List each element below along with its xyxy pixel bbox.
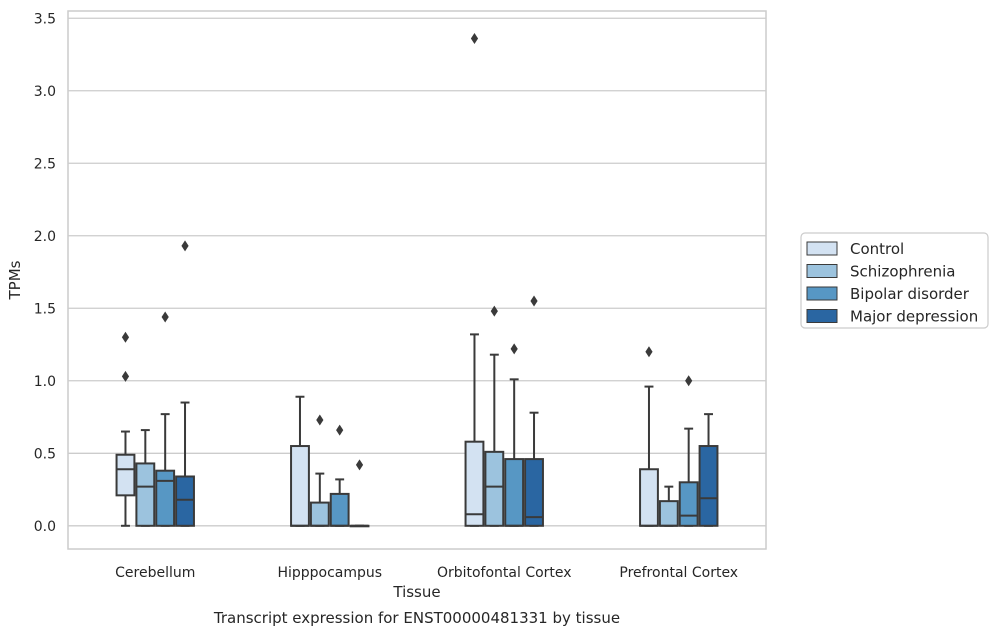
box-major-depression xyxy=(175,240,195,527)
box xyxy=(290,445,310,527)
box xyxy=(524,458,544,527)
legend-label: Control xyxy=(850,240,904,258)
box xyxy=(155,469,176,527)
outlier-point xyxy=(530,295,538,307)
box xyxy=(678,481,699,527)
box-groups xyxy=(115,33,719,528)
outlier-point xyxy=(510,343,518,355)
box-bipolar-disorder xyxy=(678,375,699,527)
box-major-depression xyxy=(349,459,370,528)
y-tick-label: 0.5 xyxy=(34,446,56,462)
box-major-depression xyxy=(524,295,544,527)
x-axis-label: Tissue xyxy=(392,583,440,601)
y-tick-label: 1.0 xyxy=(34,374,56,390)
y-tick-label: 1.5 xyxy=(34,301,56,317)
outlier-point xyxy=(181,240,189,252)
x-tick-label: Cerebellum xyxy=(115,565,195,581)
box xyxy=(698,445,719,527)
box-schizophrenia xyxy=(658,485,679,527)
box-schizophrenia xyxy=(309,414,330,527)
box-bipolar-disorder xyxy=(155,311,176,527)
outlier-point xyxy=(645,346,653,358)
y-tick-label: 2.5 xyxy=(34,156,56,172)
box-bipolar-disorder xyxy=(329,424,350,527)
plot-frame xyxy=(67,10,767,550)
outlier-point xyxy=(121,370,130,382)
legend-label: Schizophrenia xyxy=(850,263,955,281)
legend-label: Bipolar disorder xyxy=(850,285,970,303)
x-tick-label: Orbitofontal Cortex xyxy=(437,565,572,581)
y-axis-ticks: 0.0 0.5 1.0 1.5 2.0 2.5 3.0 3.5 xyxy=(34,11,56,535)
outlier-point xyxy=(161,311,169,323)
box xyxy=(135,462,156,527)
box xyxy=(639,468,659,527)
legend-label: Major depression xyxy=(850,308,978,326)
box xyxy=(504,458,525,527)
x-axis-ticks: Cerebellum Hipppocampus Orbitofontal Corte… xyxy=(115,565,738,581)
box xyxy=(115,453,136,497)
legend-swatch xyxy=(806,264,838,278)
box-control xyxy=(115,331,136,527)
grid-lines xyxy=(68,17,766,527)
y-tick-label: 2.0 xyxy=(34,229,56,245)
outlier-point xyxy=(121,331,130,343)
y-tick-label: 3.5 xyxy=(34,11,56,27)
box-major-depression xyxy=(698,413,719,527)
legend-swatch xyxy=(806,309,838,323)
outlier-point xyxy=(685,375,693,387)
outlier-point xyxy=(316,414,324,426)
box-bipolar-disorder xyxy=(504,343,525,527)
legend-swatch xyxy=(806,241,838,256)
outlier-point xyxy=(490,305,498,317)
x-tick-label: Hipppocampus xyxy=(277,565,382,581)
box xyxy=(658,500,679,527)
box-schizophrenia xyxy=(484,305,505,527)
outlier-point xyxy=(355,459,364,471)
legend: Control Schizophrenia Bipolar disorder Majo… xyxy=(800,232,989,329)
x-tick-label: Prefrontal Cortex xyxy=(619,565,738,581)
box-control xyxy=(290,395,310,527)
box xyxy=(329,492,350,527)
chart-caption: Transcript expression for ENST0000048133… xyxy=(213,609,620,627)
box xyxy=(175,475,195,527)
box-schizophrenia xyxy=(135,429,156,527)
box xyxy=(464,440,485,527)
y-tick-label: 0.0 xyxy=(34,519,56,535)
legend-swatch xyxy=(806,286,838,301)
y-axis-label: TPMs xyxy=(6,260,24,300)
outlier-point xyxy=(336,424,344,436)
box xyxy=(484,450,505,527)
box-control xyxy=(464,33,485,527)
y-tick-label: 3.0 xyxy=(34,84,56,100)
legend-frame xyxy=(800,232,989,329)
box-control xyxy=(639,346,659,527)
outlier-point xyxy=(470,33,479,45)
box xyxy=(309,501,330,527)
